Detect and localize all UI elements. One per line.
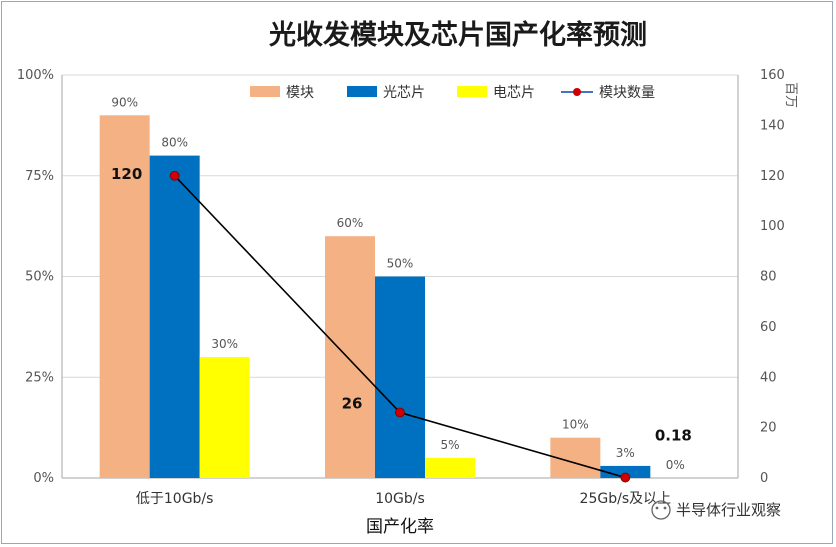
bar-data-label: 10%	[562, 418, 589, 432]
x-axis-title: 国产化率	[366, 517, 434, 537]
y-tick-label: 0%	[33, 471, 54, 486]
y2-tick-label: 0	[760, 471, 768, 486]
bar	[149, 155, 200, 478]
y2-tick-label: 40	[760, 370, 777, 385]
y2-tick-label: 20	[760, 421, 777, 436]
legend-label: 模块数量	[599, 85, 655, 101]
line-data-label: 0.18	[655, 427, 692, 445]
y-tick-label: 50%	[25, 270, 54, 285]
chart-title: 光收发模块及芯片国产化率预测	[268, 19, 647, 51]
bar-data-label: 50%	[387, 257, 414, 271]
y2-tick-label: 140	[760, 118, 785, 133]
x-tick-label: 25Gb/s及以上	[580, 491, 672, 507]
line-data-label: 26	[342, 395, 363, 413]
y2-tick-label: 160	[760, 68, 785, 83]
legend-swatch	[250, 86, 280, 97]
x-tick-label: 低于10Gb/s	[136, 491, 214, 507]
y2-tick-label: 60	[760, 320, 777, 335]
bar	[600, 465, 651, 478]
bar-data-label: 3%	[616, 446, 635, 460]
bar-data-label: 0%	[666, 458, 685, 472]
y-tick-label: 25%	[25, 370, 54, 385]
y-tick-label: 75%	[25, 169, 54, 184]
y2-axis-title: 百万	[783, 82, 798, 108]
x-tick-label: 10Gb/s	[375, 491, 425, 507]
wechat-icon	[651, 500, 671, 520]
wechat-icon-eye	[655, 506, 659, 510]
bar-data-label: 5%	[440, 438, 459, 452]
legend-label: 模块	[286, 85, 314, 101]
line-point	[395, 407, 405, 418]
y2-tick-label: 120	[760, 169, 785, 184]
legend-swatch	[347, 86, 377, 97]
bar-data-label: 90%	[111, 95, 138, 109]
y2-tick-label: 80	[760, 270, 777, 285]
bar	[425, 457, 475, 478]
bar-data-label: 60%	[337, 216, 364, 230]
line-point	[620, 472, 631, 483]
y-tick-label: 100%	[17, 68, 54, 83]
y2-tick-label: 100	[760, 219, 785, 234]
watermark: 半导体行业观察	[676, 501, 781, 519]
bar-data-label: 30%	[211, 337, 238, 351]
legend-swatch	[457, 86, 487, 97]
bar	[325, 236, 375, 478]
bar-data-label: 80%	[161, 136, 188, 150]
line-point	[169, 170, 180, 181]
legend-label: 光芯片	[383, 85, 425, 101]
legend-marker	[573, 88, 581, 96]
line-data-label: 120	[111, 165, 142, 183]
bar	[99, 115, 150, 479]
legend-label: 电芯片	[493, 85, 535, 101]
wechat-icon-eye	[663, 506, 667, 510]
bar	[199, 357, 250, 478]
bar	[375, 276, 425, 478]
